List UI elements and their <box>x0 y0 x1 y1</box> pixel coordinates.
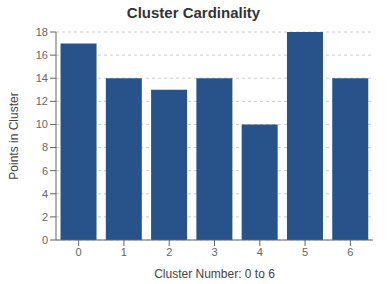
svg-text:12: 12 <box>36 95 48 107</box>
svg-text:0: 0 <box>42 234 48 246</box>
svg-text:3: 3 <box>211 246 217 258</box>
svg-text:1: 1 <box>121 246 127 258</box>
svg-text:2: 2 <box>166 246 172 258</box>
svg-text:18: 18 <box>36 26 48 38</box>
svg-text:4: 4 <box>42 188 48 200</box>
svg-text:Points in Cluster: Points in Cluster <box>8 92 21 179</box>
svg-text:0: 0 <box>76 246 82 258</box>
svg-text:5: 5 <box>302 246 308 258</box>
svg-text:8: 8 <box>42 141 48 153</box>
svg-text:4: 4 <box>257 246 263 258</box>
svg-text:6: 6 <box>42 165 48 177</box>
svg-text:6: 6 <box>347 246 353 258</box>
svg-text:Cluster Number: 0 to 6: Cluster Number: 0 to 6 <box>154 267 275 281</box>
svg-text:14: 14 <box>36 72 48 84</box>
svg-text:2: 2 <box>42 211 48 223</box>
svg-text:10: 10 <box>36 118 48 130</box>
html-text:Cluster Cardinality: Cluster Cardinality <box>126 4 261 21</box>
svg-text:16: 16 <box>36 49 48 61</box>
